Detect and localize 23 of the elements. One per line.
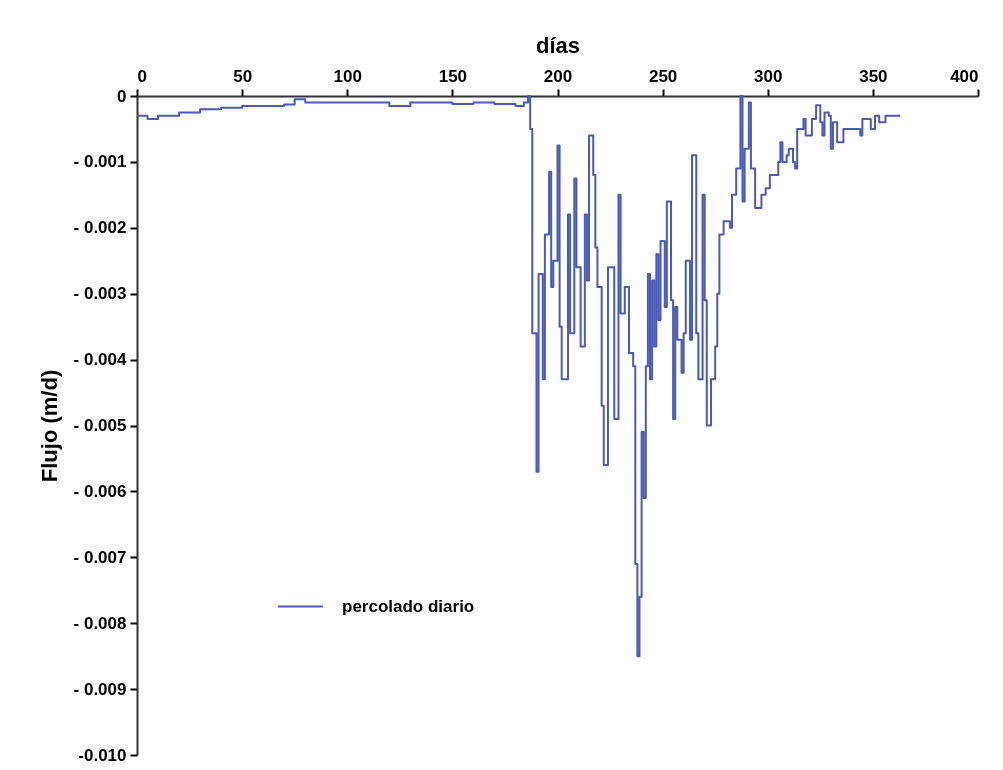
x-axis-title: días	[535, 32, 581, 58]
y-tick-label: - 0.006	[73, 481, 127, 501]
y-tick-label: 0	[117, 86, 127, 106]
x-tick-label: 300	[754, 66, 783, 86]
x-tick-label: 200	[543, 66, 573, 86]
x-tick-label: 250	[648, 66, 678, 86]
y-tick-label: -0.010	[78, 745, 127, 765]
x-tick-label: 150	[438, 66, 468, 86]
y-tick-label: - 0.001	[73, 152, 127, 172]
y-tick-label: - 0.008	[73, 613, 127, 633]
y-axis-title: Flujo (m/d)	[36, 369, 62, 483]
x-tick-label: 50	[233, 66, 253, 86]
y-tick-label: - 0.002	[73, 218, 127, 238]
x-tick-label: 0	[137, 66, 147, 86]
y-tick-label: - 0.003	[73, 284, 127, 304]
y-tick-label: - 0.005	[73, 416, 127, 435]
y-tick-label: - 0.009	[73, 679, 127, 699]
x-tick-label: 350	[859, 66, 888, 86]
x-tick-label: 100	[333, 66, 362, 86]
x-tick-label: 400	[950, 66, 979, 86]
y-tick-label: - 0.007	[73, 547, 127, 567]
y-tick-label: - 0.004	[73, 350, 128, 370]
legend-label: percolado diario	[342, 596, 475, 616]
